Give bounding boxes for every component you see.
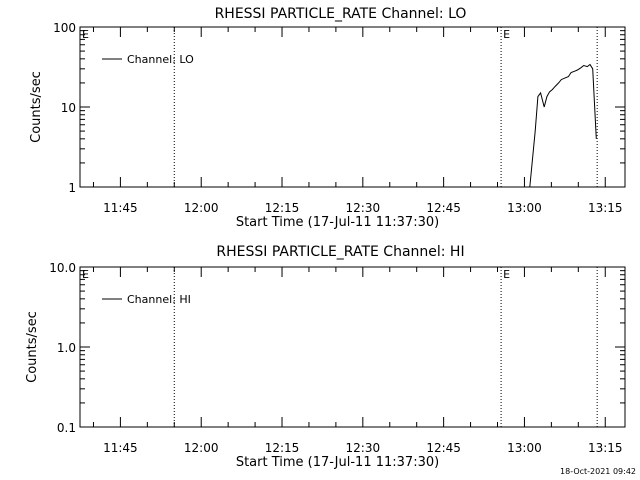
event-marker-label: E bbox=[82, 28, 89, 41]
x-tick-label: 13:00 bbox=[507, 441, 542, 455]
x-tick-label: 13:00 bbox=[507, 201, 542, 215]
y-tick-label: 10 bbox=[61, 101, 76, 115]
x-axis-label: Start Time (17-Jul-11 11:37:30) bbox=[236, 215, 439, 230]
legend-label: Channel: HI bbox=[127, 293, 191, 306]
event-marker-label: E bbox=[503, 268, 510, 281]
x-tick-label: 13:15 bbox=[588, 441, 623, 455]
event-marker-label: E bbox=[82, 268, 89, 281]
x-tick-label: 12:45 bbox=[426, 201, 461, 215]
x-tick-label: 12:30 bbox=[346, 201, 381, 215]
x-tick-label: 11:45 bbox=[103, 441, 138, 455]
x-tick-label: 12:45 bbox=[426, 441, 461, 455]
x-tick-label: 12:15 bbox=[265, 201, 300, 215]
legend-label: Channel: LO bbox=[127, 53, 194, 66]
event-marker-label: E bbox=[503, 28, 510, 41]
y-axis-label: Counts/sec bbox=[29, 71, 44, 143]
footer-timestamp: 18-Oct-2021 09:42 bbox=[560, 467, 636, 476]
x-tick-label: 12:00 bbox=[184, 441, 219, 455]
x-tick-label: 12:00 bbox=[184, 201, 219, 215]
x-tick-label: 12:15 bbox=[265, 441, 300, 455]
y-tick-label: 100 bbox=[53, 21, 76, 35]
y-tick-label: 1.0 bbox=[57, 341, 76, 355]
y-tick-label: 1 bbox=[68, 181, 76, 195]
plot-frame bbox=[79, 26, 626, 188]
chart-title: RHESSI PARTICLE_RATE Channel: LO bbox=[215, 6, 467, 22]
x-axis-label: Start Time (17-Jul-11 11:37:30) bbox=[236, 455, 439, 470]
x-tick-label: 11:45 bbox=[103, 201, 138, 215]
y-axis-label: Counts/sec bbox=[25, 311, 40, 383]
y-tick-label: 0.1 bbox=[57, 421, 76, 435]
x-tick-label: 13:15 bbox=[588, 201, 623, 215]
plot-frame bbox=[79, 266, 626, 428]
x-tick-label: 12:30 bbox=[346, 441, 381, 455]
series-line-channel-lo bbox=[529, 63, 597, 188]
y-tick-label: 10.0 bbox=[49, 261, 76, 275]
chart-title: RHESSI PARTICLE_RATE Channel: HI bbox=[216, 244, 464, 260]
